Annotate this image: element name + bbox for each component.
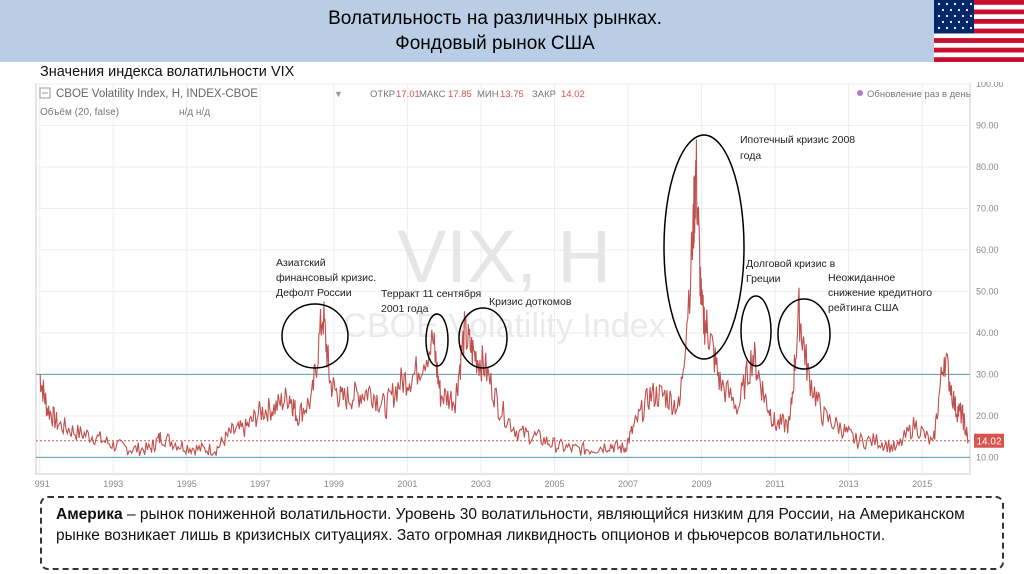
- asia-ellipse: [281, 303, 349, 369]
- y-tick-label: 20.00: [976, 411, 999, 421]
- mortgage-ellipse: [663, 134, 745, 360]
- header-banner: Волатильность на различных рынках. Фондо…: [0, 0, 1024, 62]
- chevron-down-icon[interactable]: ▼: [334, 89, 343, 99]
- volume-value: н/д н/д: [179, 107, 210, 118]
- x-tick-label: 2013: [839, 479, 859, 489]
- x-tick-label: 1993: [103, 479, 123, 489]
- volume-label[interactable]: Объём (20, false): [40, 106, 119, 118]
- page-title: Волатильность на различных рынках.: [328, 8, 662, 29]
- open-value: 17.01: [396, 89, 420, 100]
- x-tick-label: 2007: [618, 479, 638, 489]
- y-tick-label: 80.00: [976, 162, 999, 172]
- last-price-box: [974, 433, 1004, 448]
- x-tick-label: 2001: [397, 479, 417, 489]
- update-frequency: Обновление раз в день: [867, 89, 971, 100]
- annotation-mortgage: Ипотечный кризис 2008 года: [740, 134, 858, 162]
- y-tick-label: 60.00: [976, 245, 999, 255]
- collapse-icon[interactable]: [39, 87, 51, 99]
- dotcom-ellipse: [458, 307, 508, 369]
- downgrade-ellipse: [777, 298, 831, 370]
- x-tick-label: 2009: [692, 479, 712, 489]
- chart-toolbar: CBOE Volatility Index, H, INDEX-CBOE ▼ О…: [39, 87, 971, 118]
- y-tick-label: 90.00: [976, 120, 999, 130]
- high-value: 17.85: [448, 89, 472, 100]
- chart-background: [34, 82, 1010, 492]
- y-tick-label: 70.00: [976, 203, 999, 213]
- x-tick-label: 2003: [471, 479, 491, 489]
- open-label: ОТКР: [370, 89, 395, 100]
- close-value: 14.02: [561, 89, 585, 100]
- crisis-annotations: Азиатский финансовый кризис. Дефолт Росс…: [276, 134, 935, 370]
- note-text: – рынок пониженной волатильности. Уровен…: [56, 506, 965, 544]
- page-subtitle: Фондовый рынок США: [395, 33, 595, 54]
- close-label: ЗАКР: [532, 89, 556, 100]
- level-lines: [36, 373, 970, 458]
- x-tick-label: 1991: [34, 479, 50, 489]
- note-bold: Америка: [56, 506, 123, 523]
- x-tick-label: 1999: [324, 479, 344, 489]
- watermark-name: CBOE Volatility Index: [342, 307, 665, 345]
- low-value: 13.75: [500, 89, 524, 100]
- low-label: МИН: [477, 89, 499, 100]
- last-price-marker: 14.02: [974, 433, 1004, 448]
- annotation-asia: Азиатский финансовый кризис. Дефолт Росс…: [276, 257, 379, 299]
- x-axis: 1991 1993 1995 1997 1999 2001 2003 2005 2007 2009…: [34, 479, 932, 489]
- watermark-symbol: VIX, H: [397, 215, 611, 298]
- last-price-label: 14.02: [976, 437, 1001, 448]
- symbol-label[interactable]: CBOE Volatility Index, H, INDEX-CBOE: [56, 88, 258, 100]
- x-tick-label: 1995: [177, 479, 197, 489]
- x-tick-label: 2005: [544, 479, 564, 489]
- annotation-dotcom: Кризис доткомов: [489, 296, 572, 308]
- usa-flag-icon: [934, 0, 1024, 62]
- sept11-ellipse: [425, 313, 449, 367]
- y-tick-label: 10.00: [976, 452, 999, 462]
- chart-caption: Значения индекса волатильности VIX: [40, 64, 295, 80]
- y-tick-label: 40.00: [976, 328, 999, 338]
- explanation-note: Америка – рынок пониженной волатильности…: [40, 496, 1004, 570]
- x-tick-label: 1997: [250, 479, 270, 489]
- x-tick-label: 2015: [912, 479, 932, 489]
- vix-chart: VIX, H CBOE Volatility Index 10.00 20.00 3…: [34, 82, 1010, 492]
- y-tick-label: 50.00: [976, 286, 999, 296]
- chart-watermark: VIX, H CBOE Volatility Index: [342, 215, 665, 345]
- y-axis: 10.00 20.00 30.00 40.00 50.00 60.00 70.00 80.00…: [976, 82, 1004, 462]
- annotation-sept11: Терракт 11 сентября 2001 года: [381, 288, 484, 315]
- update-dot-icon: [857, 90, 863, 96]
- greece-ellipse: [740, 295, 772, 367]
- annotation-greece: Долговой кризис в Греции: [746, 258, 838, 285]
- y-tick-label: 30.00: [976, 369, 999, 379]
- annotation-downgrade: Неожиданное снижение кредитного рейтинга…: [828, 272, 935, 314]
- high-label: МАКС: [419, 89, 446, 100]
- y-tick-label: 100.00: [976, 82, 1004, 89]
- x-tick-label: 2011: [765, 479, 784, 489]
